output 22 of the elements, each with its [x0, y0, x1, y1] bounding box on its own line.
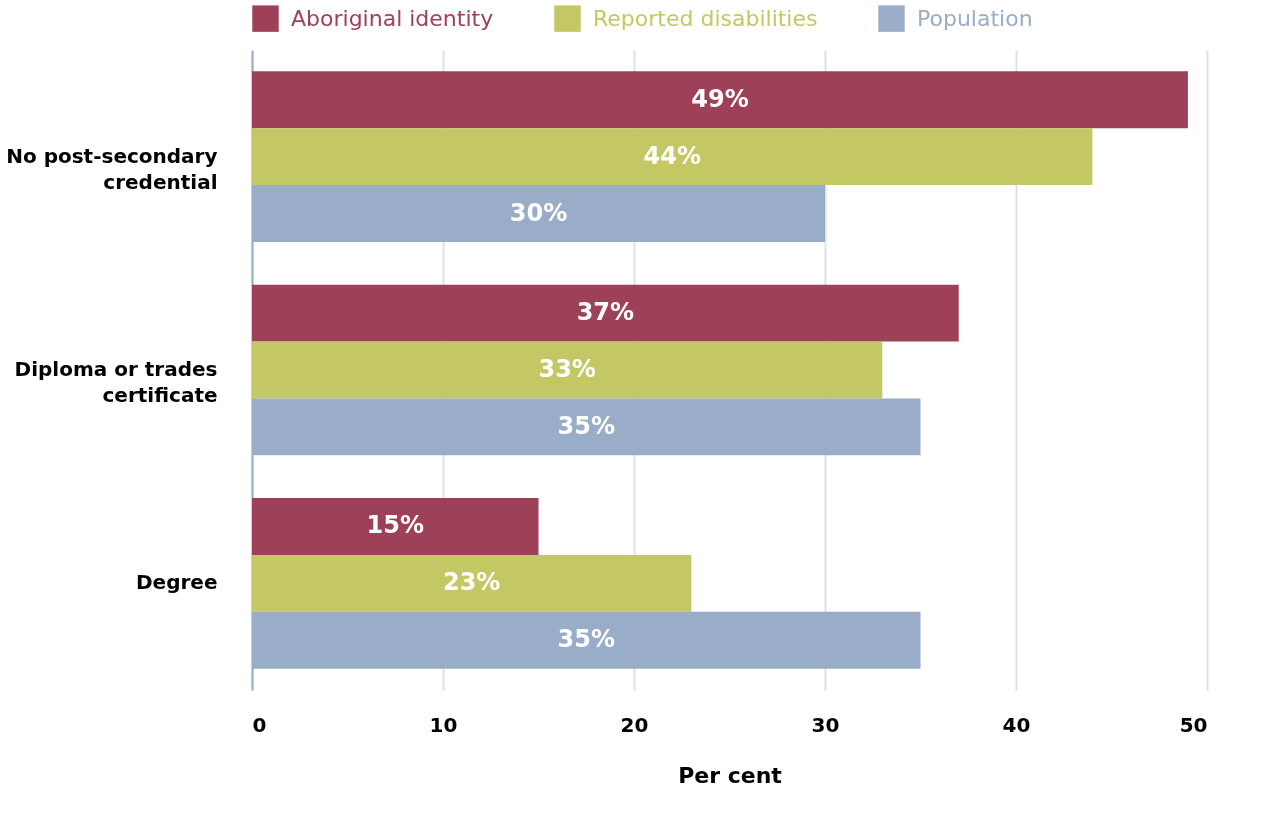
x-axis-title: Per cent — [678, 762, 783, 788]
x-tick-label: 20 — [620, 712, 649, 737]
data-label: 15% — [366, 511, 424, 540]
x-tick-label: 10 — [429, 712, 458, 737]
data-label: 23% — [442, 568, 501, 597]
data-label: 30% — [509, 198, 568, 227]
legend-label: Reported disabilities — [593, 5, 818, 31]
y-tick-label: No post-secondary credential — [6, 143, 218, 194]
y-tick-label: Diploma or trades certificate — [14, 357, 218, 407]
x-tick-label: 0 — [252, 712, 267, 737]
data-label: 49% — [691, 84, 749, 113]
legend-label: Aboriginal identity — [291, 5, 494, 31]
data-label: 35% — [557, 625, 615, 654]
data-label: 33% — [538, 355, 596, 383]
data-label: 44% — [643, 141, 701, 170]
x-tick-label: 40 — [1002, 712, 1031, 737]
x-tick-label: 50 — [1179, 712, 1208, 737]
data-label: 37% — [576, 298, 635, 327]
x-tick-label: 30 — [811, 712, 840, 737]
y-tick-label: Degree — [136, 570, 218, 595]
data-label: 35% — [557, 411, 615, 440]
legend-label: Population — [917, 5, 1033, 31]
